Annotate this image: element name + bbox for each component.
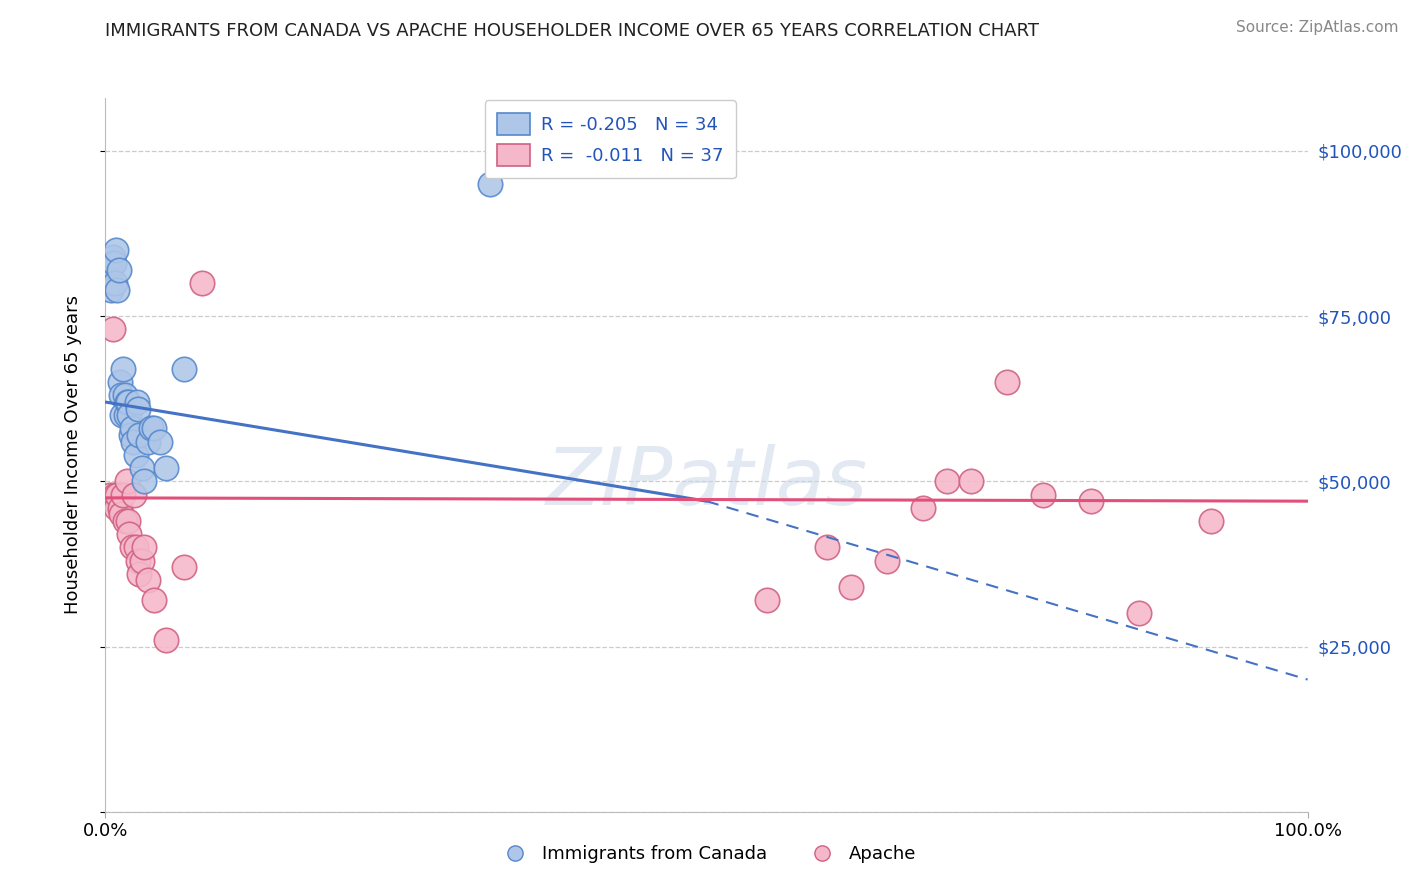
Point xyxy=(112,487,135,501)
Point xyxy=(103,494,125,508)
Point xyxy=(839,580,862,594)
Point xyxy=(98,276,121,290)
Point xyxy=(121,421,143,435)
Point xyxy=(118,409,141,423)
Legend: Immigrants from Canada, Apache: Immigrants from Canada, Apache xyxy=(489,838,924,871)
Point xyxy=(128,428,150,442)
Point xyxy=(98,487,121,501)
Point xyxy=(173,362,195,376)
Point xyxy=(128,566,150,581)
Point xyxy=(132,475,155,489)
Point xyxy=(120,428,142,442)
Text: ZIPatlas: ZIPatlas xyxy=(546,444,868,523)
Text: Source: ZipAtlas.com: Source: ZipAtlas.com xyxy=(1236,20,1399,35)
Point xyxy=(155,632,177,647)
Point xyxy=(121,541,143,555)
Point xyxy=(142,593,165,607)
Point xyxy=(105,500,128,515)
Point xyxy=(132,541,155,555)
Point xyxy=(755,593,778,607)
Y-axis label: Householder Income Over 65 years: Householder Income Over 65 years xyxy=(63,295,82,615)
Point xyxy=(122,434,145,449)
Point xyxy=(104,487,127,501)
Point xyxy=(815,541,838,555)
Point xyxy=(107,487,129,501)
Point xyxy=(101,322,124,336)
Point xyxy=(136,434,159,449)
Point xyxy=(111,409,134,423)
Point xyxy=(101,250,124,264)
Point xyxy=(114,514,136,528)
Point xyxy=(107,263,129,277)
Point xyxy=(115,395,138,409)
Point xyxy=(117,514,139,528)
Point xyxy=(108,376,131,390)
Text: IMMIGRANTS FROM CANADA VS APACHE HOUSEHOLDER INCOME OVER 65 YEARS CORRELATION CH: IMMIGRANTS FROM CANADA VS APACHE HOUSEHO… xyxy=(105,22,1039,40)
Point xyxy=(125,395,148,409)
Point xyxy=(110,508,132,522)
Point xyxy=(124,487,146,501)
Point xyxy=(148,434,170,449)
Point xyxy=(117,395,139,409)
Point xyxy=(103,256,125,270)
Point xyxy=(139,421,162,435)
Point xyxy=(110,388,132,402)
Point xyxy=(115,409,138,423)
Point xyxy=(1128,607,1150,621)
Point xyxy=(105,243,128,257)
Point xyxy=(1201,514,1223,528)
Point xyxy=(131,554,153,568)
Point xyxy=(131,461,153,475)
Point xyxy=(118,527,141,541)
Point xyxy=(107,283,129,297)
Point xyxy=(127,554,149,568)
Point xyxy=(112,362,135,376)
Point xyxy=(995,376,1018,390)
Point xyxy=(936,475,959,489)
Point xyxy=(100,283,122,297)
Point xyxy=(1080,494,1102,508)
Point xyxy=(127,401,149,416)
Point xyxy=(190,276,212,290)
Point xyxy=(124,448,146,462)
Point xyxy=(108,500,131,515)
Point xyxy=(124,541,146,555)
Point xyxy=(173,560,195,574)
Point xyxy=(876,554,898,568)
Point xyxy=(115,475,138,489)
Point xyxy=(114,388,136,402)
Point xyxy=(98,263,121,277)
Point xyxy=(142,421,165,435)
Point xyxy=(155,461,177,475)
Point xyxy=(479,177,502,191)
Point xyxy=(911,500,934,515)
Point xyxy=(960,475,983,489)
Point xyxy=(1032,487,1054,501)
Point xyxy=(104,276,127,290)
Point xyxy=(136,574,159,588)
